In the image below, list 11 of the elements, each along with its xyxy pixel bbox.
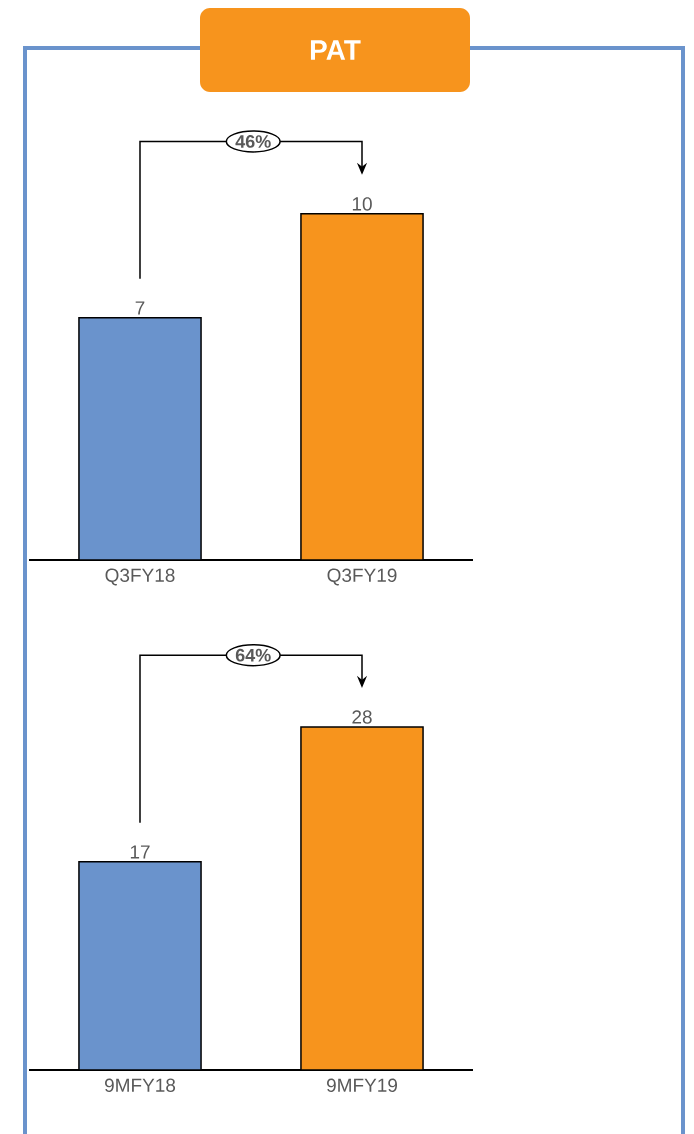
x-tick-label: Q3FY19: [327, 568, 397, 586]
x-tick-label: 9MFY18: [104, 1078, 176, 1092]
text: 64%: [235, 648, 271, 662]
data-label: 10: [352, 197, 372, 211]
text: 46%: [235, 135, 271, 148]
chart-title: PAT: [310, 40, 361, 60]
data-label: 28: [352, 710, 372, 724]
x-tick-label: Q3FY18: [105, 568, 175, 586]
data-label: 17: [130, 845, 150, 859]
x-tick-label: 9MFY19: [326, 1078, 398, 1092]
data-label: 7: [135, 301, 145, 315]
